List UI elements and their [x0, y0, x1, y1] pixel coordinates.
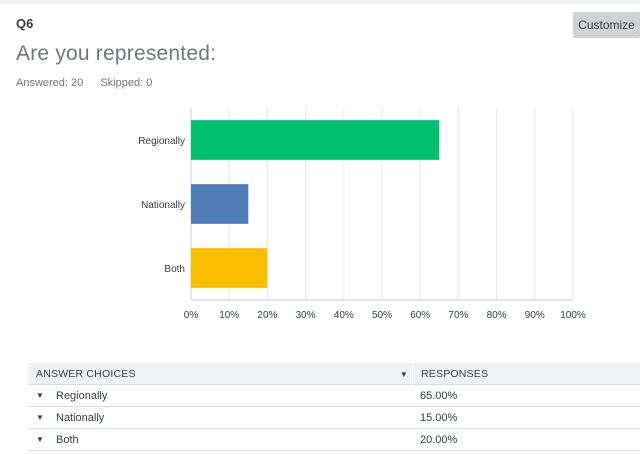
x-tick-label: 10% [219, 310, 239, 321]
responses-header: RESPONSES [412, 362, 488, 385]
customize-button[interactable]: Customize [573, 12, 640, 38]
x-tick-label: 70% [448, 310, 468, 321]
choice-label: Nationally [56, 411, 105, 424]
x-tick-label: 50% [372, 310, 392, 321]
skipped-count: Skipped: 0 [100, 77, 153, 89]
choice-cell: ▼ Regionally [28, 390, 412, 402]
choice-label: Both [56, 433, 79, 446]
table-row[interactable]: ▼ Nationally 15.00% [28, 407, 640, 429]
bar-nationally [191, 184, 249, 224]
choice-label: Regionally [56, 389, 108, 402]
caret-down-icon[interactable]: ▼ [36, 435, 44, 444]
choice-cell: ▼ Both [28, 434, 412, 446]
category-label: Nationally [141, 200, 185, 211]
caret-down-icon[interactable]: ▼ [36, 413, 44, 422]
response-percent: 20.00% [420, 433, 458, 446]
response-stats: Answered: 20 Skipped: 0 [16, 77, 152, 89]
response-percent: 65.00% [420, 389, 458, 402]
category-label: Regionally [138, 136, 185, 147]
bar-chart: 0% 10% 20% 30% 40% 50% 60% 70% 80% 90% 100% Regiona… [138, 108, 586, 321]
choice-cell: ▼ Nationally [28, 412, 412, 424]
table-row[interactable]: ▼ Regionally 65.00% [28, 385, 640, 407]
category-label: Both [164, 264, 185, 275]
answered-count: Answered: 20 [16, 77, 84, 89]
x-tick-label: 90% [525, 310, 545, 321]
answer-choices-header[interactable]: ANSWER CHOICES ▼ [36, 367, 408, 380]
question-number: Q6 [16, 16, 34, 31]
bar-regionally [191, 120, 440, 160]
top-divider [0, 0, 640, 4]
question-title: Are you represented: [16, 42, 217, 65]
x-tick-label: 20% [257, 310, 277, 321]
x-tick-label: 100% [560, 310, 586, 321]
response-percent: 15.00% [420, 411, 458, 424]
x-tick-label: 80% [487, 310, 507, 321]
x-tick-label: 0% [184, 310, 199, 321]
bar-both [191, 248, 268, 288]
table-header: ANSWER CHOICES ▼ RESPONSES [28, 362, 640, 385]
x-tick-label: 30% [296, 310, 316, 321]
caret-down-icon[interactable]: ▼ [36, 391, 44, 400]
table-row[interactable]: ▼ Both 20.00% [28, 429, 640, 451]
sort-down-icon[interactable]: ▼ [399, 369, 408, 379]
x-tick-label: 40% [334, 310, 354, 321]
x-tick-label: 60% [410, 310, 430, 321]
answer-table: ANSWER CHOICES ▼ RESPONSES ▼ Regionally … [28, 362, 640, 451]
